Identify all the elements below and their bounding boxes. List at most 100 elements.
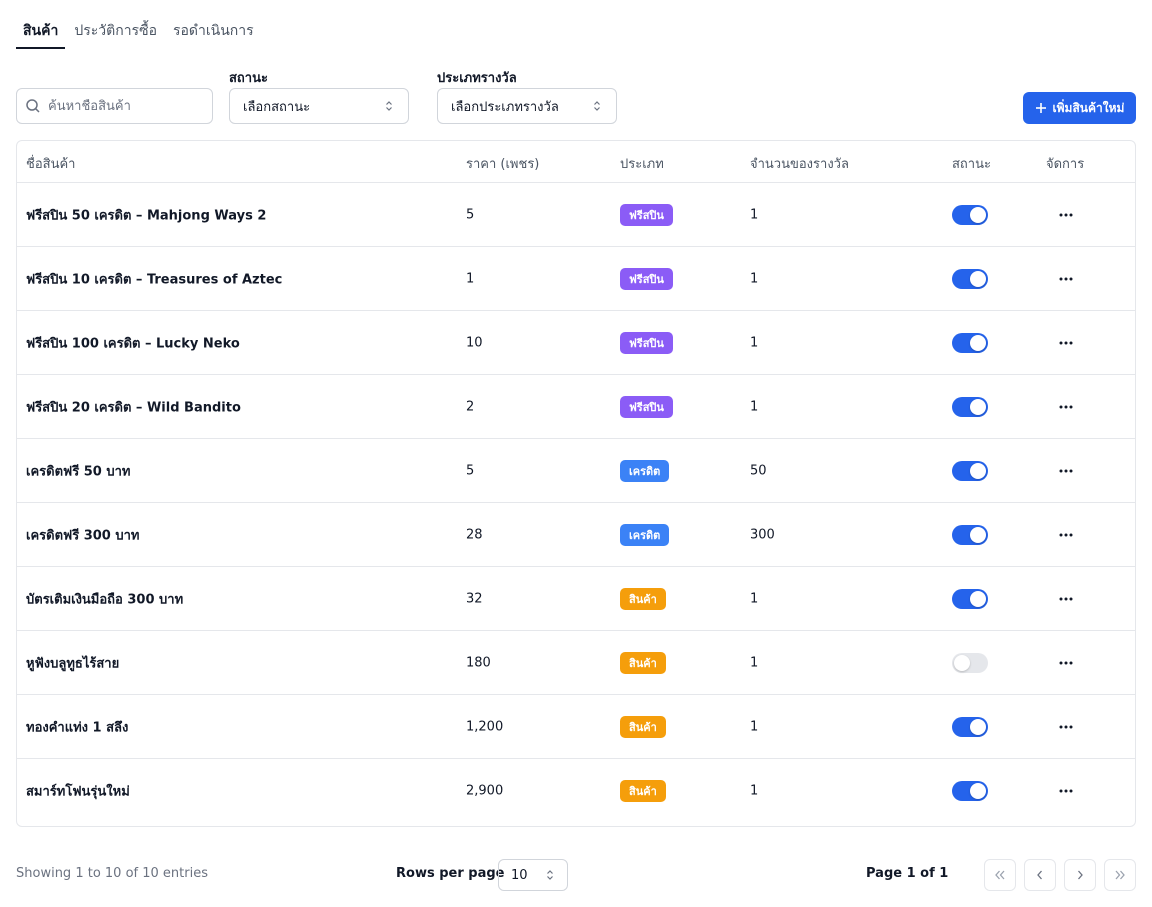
status-toggle[interactable] bbox=[952, 588, 988, 609]
status-toggle[interactable] bbox=[952, 460, 988, 481]
more-actions-button[interactable] bbox=[1056, 463, 1076, 479]
toggle-knob bbox=[970, 270, 986, 287]
type-badge: ฟรีสปิน bbox=[620, 395, 673, 418]
more-horizontal-icon bbox=[1059, 533, 1073, 536]
type-badge: สินค้า bbox=[620, 780, 666, 802]
reward-quantity: 1 bbox=[750, 591, 759, 606]
more-horizontal-icon bbox=[1059, 341, 1073, 344]
chevrons-left-icon bbox=[995, 870, 1005, 880]
previous-page-button[interactable] bbox=[1024, 859, 1056, 891]
reward-quantity: 1 bbox=[750, 207, 759, 222]
chevron-updown-icon bbox=[594, 101, 600, 111]
product-price: 32 bbox=[466, 591, 483, 606]
add-product-label: เพิ่มสินค้าใหม่ bbox=[1052, 100, 1125, 115]
table-body: ฟรีสปิน 50 เครดิต – Mahjong Ways 2 5 ฟรีสป… bbox=[17, 183, 1135, 823]
type-badge: สินค้า bbox=[620, 715, 666, 738]
reward-quantity: 1 bbox=[750, 399, 759, 414]
status-toggle[interactable] bbox=[952, 524, 988, 545]
column-header-price: ราคา (เพชร) bbox=[466, 157, 540, 172]
product-name: ทองคำแท่ง 1 สลึง bbox=[26, 720, 129, 735]
toggle-knob bbox=[970, 526, 986, 543]
rows-per-page-select[interactable]: 10 bbox=[498, 859, 568, 891]
type-badge: สินค้า bbox=[620, 651, 666, 674]
more-actions-button[interactable] bbox=[1056, 591, 1076, 607]
table-row: เครดิตฟรี 50 บาท 5 เครดิต 50 bbox=[17, 439, 1135, 503]
more-horizontal-icon bbox=[1059, 597, 1073, 600]
first-page-button[interactable] bbox=[984, 859, 1016, 891]
more-actions-button[interactable] bbox=[1056, 399, 1076, 415]
add-product-button[interactable]: เพิ่มสินค้าใหม่ bbox=[1023, 92, 1136, 124]
product-name: ฟรีสปิน 100 เครดิต – Lucky Neko bbox=[26, 336, 240, 351]
table-row: ฟรีสปิน 10 เครดิต – Treasures of Aztec 1 ฟ… bbox=[17, 247, 1135, 311]
status-toggle[interactable] bbox=[952, 396, 988, 417]
type-badge: เครดิต bbox=[620, 523, 670, 546]
product-price: 2,900 bbox=[466, 783, 504, 799]
more-actions-button[interactable] bbox=[1056, 207, 1076, 223]
more-actions-button[interactable] bbox=[1056, 719, 1076, 735]
chevron-updown-icon bbox=[547, 870, 553, 880]
status-select-value: เลือกสถานะ bbox=[243, 99, 311, 115]
more-actions-button[interactable] bbox=[1056, 655, 1076, 671]
product-price: 1 bbox=[466, 271, 475, 286]
product-price: 180 bbox=[466, 655, 491, 670]
more-actions-button[interactable] bbox=[1056, 527, 1076, 543]
product-name: สมาร์ทโฟนรุ่นใหม่ bbox=[26, 784, 130, 800]
status-toggle[interactable] bbox=[952, 716, 988, 737]
more-actions-button[interactable] bbox=[1056, 783, 1076, 799]
toggle-knob bbox=[970, 398, 986, 415]
more-horizontal-icon bbox=[1059, 213, 1073, 216]
more-horizontal-icon bbox=[1059, 789, 1073, 793]
status-toggle[interactable] bbox=[952, 204, 988, 225]
more-horizontal-icon bbox=[1059, 405, 1073, 408]
type-badge: ฟรีสปิน bbox=[620, 267, 673, 290]
next-page-button[interactable] bbox=[1064, 859, 1096, 891]
search-box[interactable] bbox=[16, 88, 213, 124]
table-row: บัตรเติมเงินมือถือ 300 บาท 32 สินค้า 1 bbox=[17, 567, 1135, 631]
product-name: เครดิตฟรี 50 บาท bbox=[26, 464, 131, 479]
search-input[interactable] bbox=[48, 98, 198, 114]
product-price: 5 bbox=[466, 207, 475, 222]
more-horizontal-icon bbox=[1059, 661, 1073, 664]
product-name: ฟรีสปิน 50 เครดิต – Mahjong Ways 2 bbox=[26, 208, 267, 223]
status-toggle[interactable] bbox=[952, 652, 988, 673]
type-select[interactable]: เลือกประเภทรางวัล bbox=[437, 88, 617, 124]
toggle-knob bbox=[970, 783, 986, 799]
reward-quantity: 300 bbox=[750, 527, 775, 542]
search-icon bbox=[26, 99, 40, 113]
chevrons-right-icon bbox=[1115, 870, 1125, 880]
table-header: ชื่อสินค้า ราคา (เพชร) ประเภท จำนวนของรา… bbox=[17, 141, 1135, 183]
tab-purchase-history[interactable]: ประวัติการซื้อ bbox=[74, 23, 157, 39]
toggle-knob bbox=[970, 334, 986, 351]
tab-bar: สินค้า ประวัติการซื้อ รอดำเนินการ bbox=[16, 12, 263, 49]
status-toggle[interactable] bbox=[952, 781, 988, 801]
product-price: 10 bbox=[466, 335, 483, 350]
chevron-left-icon bbox=[1037, 870, 1042, 880]
column-header-type: ประเภท bbox=[620, 157, 664, 172]
product-name: หูฟังบลูทูธไร้สาย bbox=[26, 656, 120, 671]
reward-quantity: 1 bbox=[750, 719, 759, 734]
type-badge: สินค้า bbox=[620, 587, 666, 610]
status-select[interactable]: เลือกสถานะ bbox=[229, 88, 409, 124]
chevron-updown-icon bbox=[386, 101, 392, 111]
reward-quantity: 50 bbox=[750, 463, 767, 478]
last-page-button[interactable] bbox=[1104, 859, 1136, 891]
rows-per-page-label: Rows per page bbox=[396, 866, 505, 881]
tab-products[interactable]: สินค้า bbox=[16, 12, 66, 49]
product-name: ฟรีสปิน 20 เครดิต – Wild Bandito bbox=[26, 400, 241, 415]
more-actions-button[interactable] bbox=[1056, 335, 1076, 351]
more-actions-button[interactable] bbox=[1056, 271, 1076, 287]
table-row: หูฟังบลูทูธไร้สาย 180 สินค้า 1 bbox=[17, 631, 1135, 695]
type-filter-label: ประเภทรางวัล bbox=[437, 71, 517, 86]
type-badge: ฟรีสปิน bbox=[620, 203, 673, 226]
more-horizontal-icon bbox=[1059, 277, 1073, 280]
tab-pending[interactable]: รอดำเนินการ bbox=[173, 23, 254, 39]
page-info: Page 1 of 1 bbox=[866, 866, 949, 881]
table-row: ทองคำแท่ง 1 สลึง 1,200 สินค้า 1 bbox=[17, 695, 1135, 759]
product-name: เครดิตฟรี 300 บาท bbox=[26, 528, 140, 543]
plus-icon bbox=[1035, 103, 1046, 113]
type-badge: ฟรีสปิน bbox=[620, 331, 673, 354]
status-toggle[interactable] bbox=[952, 332, 988, 353]
product-price: 2 bbox=[466, 399, 475, 414]
table-row: ฟรีสปิน 50 เครดิต – Mahjong Ways 2 5 ฟรีสป… bbox=[17, 183, 1135, 247]
status-toggle[interactable] bbox=[952, 268, 988, 289]
